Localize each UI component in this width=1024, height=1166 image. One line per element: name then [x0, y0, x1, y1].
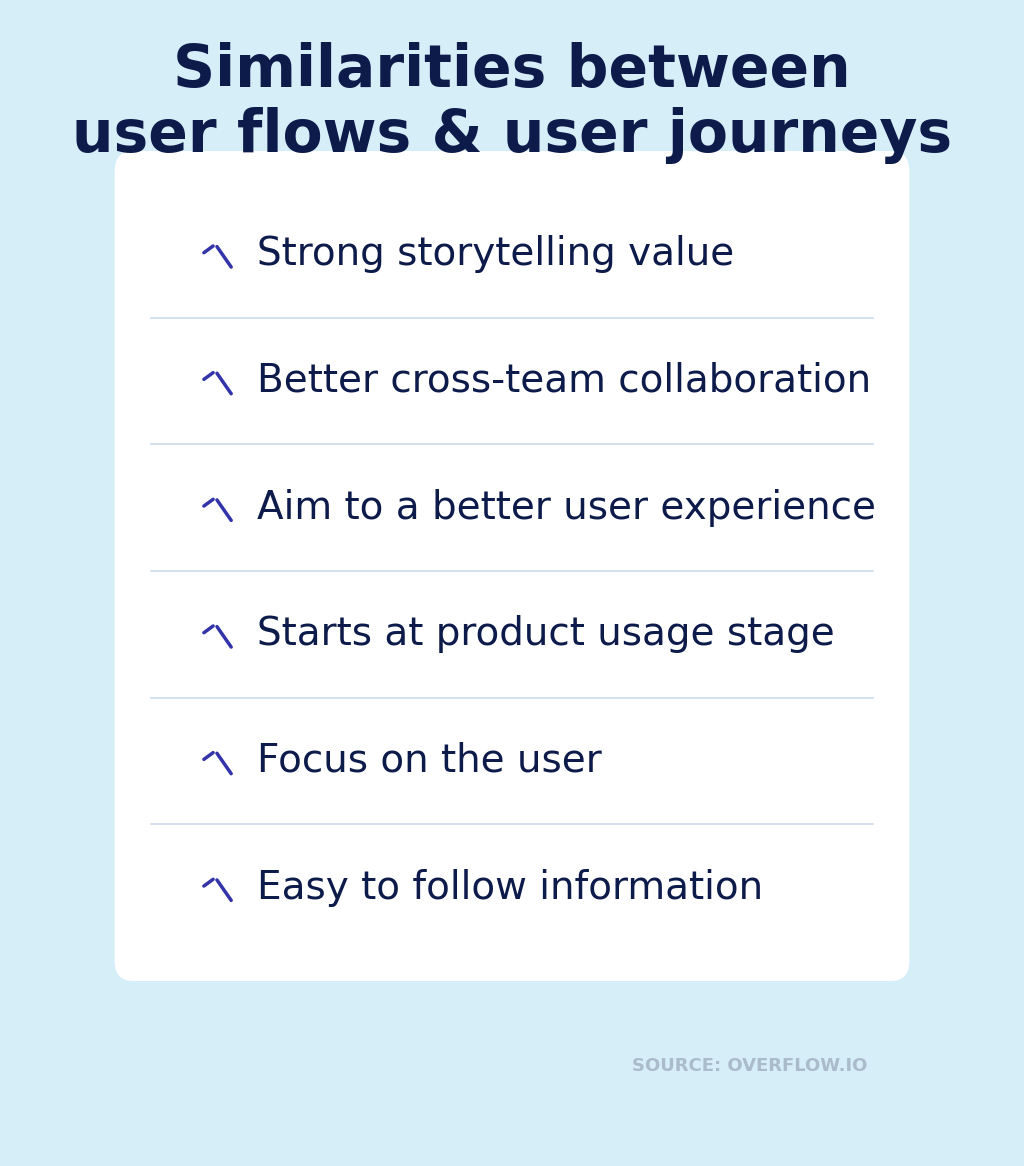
Text: Easy to follow information: Easy to follow information: [257, 869, 763, 907]
Text: user flows & user journeys: user flows & user journeys: [72, 107, 952, 164]
Text: Similarities between: Similarities between: [173, 42, 851, 99]
Text: Better cross-team collaboration: Better cross-team collaboration: [257, 361, 870, 400]
Text: Starts at product usage stage: Starts at product usage stage: [257, 616, 835, 653]
Text: Strong storytelling value: Strong storytelling value: [257, 236, 734, 273]
FancyBboxPatch shape: [115, 152, 909, 981]
Text: Focus on the user: Focus on the user: [257, 742, 601, 780]
Text: SOURCE: OVERFLOW.IO: SOURCE: OVERFLOW.IO: [632, 1058, 867, 1075]
Text: Aim to a better user experience: Aim to a better user experience: [257, 489, 876, 527]
